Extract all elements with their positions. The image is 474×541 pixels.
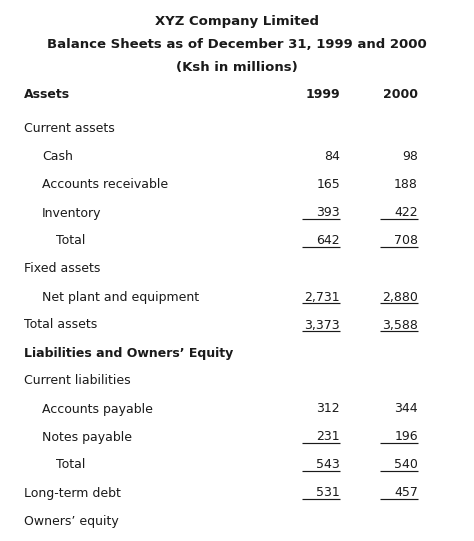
Text: 708: 708: [394, 234, 418, 247]
Text: 422: 422: [394, 207, 418, 220]
Text: Cash: Cash: [42, 150, 73, 163]
Text: Inventory: Inventory: [42, 207, 101, 220]
Text: 98: 98: [402, 150, 418, 163]
Text: 3,373: 3,373: [304, 319, 340, 332]
Text: 531: 531: [316, 486, 340, 499]
Text: Balance Sheets as of December 31, 1999 and 2000: Balance Sheets as of December 31, 1999 a…: [47, 38, 427, 51]
Text: 642: 642: [316, 234, 340, 247]
Text: Accounts payable: Accounts payable: [42, 403, 153, 415]
Text: 84: 84: [324, 150, 340, 163]
Text: 344: 344: [394, 403, 418, 415]
Text: 2,731: 2,731: [304, 291, 340, 304]
Text: 2000: 2000: [383, 89, 418, 102]
Text: Long-term debt: Long-term debt: [24, 486, 121, 499]
Text: Fixed assets: Fixed assets: [24, 262, 100, 275]
Text: Notes payable: Notes payable: [42, 431, 132, 444]
Text: Accounts receivable: Accounts receivable: [42, 179, 168, 192]
Text: Owners’ equity: Owners’ equity: [24, 514, 119, 527]
Text: 312: 312: [316, 403, 340, 415]
Text: 3,588: 3,588: [382, 319, 418, 332]
Text: 165: 165: [316, 179, 340, 192]
Text: 543: 543: [316, 459, 340, 472]
Text: Current liabilities: Current liabilities: [24, 374, 131, 387]
Text: Total: Total: [56, 459, 85, 472]
Text: 188: 188: [394, 179, 418, 192]
Text: 540: 540: [394, 459, 418, 472]
Text: Current assets: Current assets: [24, 122, 115, 135]
Text: Net plant and equipment: Net plant and equipment: [42, 291, 199, 304]
Text: Liabilities and Owners’ Equity: Liabilities and Owners’ Equity: [24, 346, 233, 360]
Text: 196: 196: [394, 431, 418, 444]
Text: 2,880: 2,880: [382, 291, 418, 304]
Text: 1999: 1999: [305, 89, 340, 102]
Text: Total assets: Total assets: [24, 319, 97, 332]
Text: Total: Total: [56, 234, 85, 247]
Text: 393: 393: [316, 207, 340, 220]
Text: (Ksh in millions): (Ksh in millions): [176, 61, 298, 74]
Text: 457: 457: [394, 486, 418, 499]
Text: XYZ Company Limited: XYZ Company Limited: [155, 15, 319, 28]
Text: 231: 231: [316, 431, 340, 444]
Text: Assets: Assets: [24, 89, 70, 102]
